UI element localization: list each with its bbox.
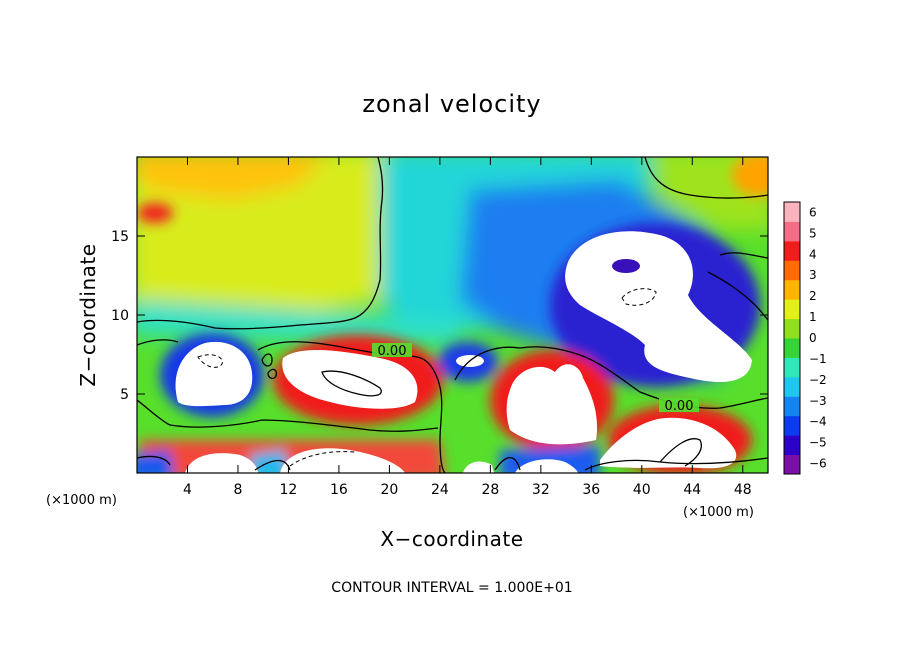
colorbar-swatch (784, 240, 800, 261)
contour-small-left (261, 353, 278, 380)
colorbar-swatch (784, 415, 800, 436)
y-tick-label: 5 (120, 387, 129, 403)
y-axis-ticks: 5 10 15 (111, 229, 768, 403)
field-white-core-bottom-3 (463, 461, 494, 473)
x-tick-label: 4 (183, 482, 192, 498)
contour-label-background-1 (372, 343, 412, 357)
field-white-core-bottom-1 (185, 453, 258, 473)
x-unit-label: (×1000 m) (683, 505, 754, 520)
x-tick-label: 36 (582, 482, 600, 498)
contour-zero-lower-left (137, 399, 439, 432)
x-tick-label: 16 (330, 482, 348, 498)
field-white-core-left (175, 341, 253, 407)
colorbar-tick-label: 5 (809, 226, 817, 240)
x-tick-label: 28 (481, 482, 499, 498)
contour-zero-upper-left (137, 157, 384, 330)
contour-label-1: 0.00 (378, 344, 407, 359)
contour-label-2: 0.00 (665, 399, 694, 414)
colorbar-tick-label: −6 (809, 457, 827, 471)
colorbar-swatch (784, 454, 800, 475)
field-white-core-bottom-4 (515, 459, 578, 473)
colorbar-swatch (784, 338, 800, 358)
field-white-core-bottomright (600, 417, 737, 469)
contour-dashed-left (197, 354, 223, 368)
field-white-core-center (282, 350, 418, 409)
colorbar-tick-label: 3 (809, 268, 817, 282)
colorbar-tick-label: −5 (809, 436, 827, 450)
colorbar-swatch (784, 279, 800, 300)
contour-zero-right-mid (707, 252, 768, 321)
field-red-patch-topleft (137, 203, 173, 223)
contour-interval-label: CONTOUR INTERVAL = 1.000E+01 (331, 580, 572, 596)
colorbar-swatch (784, 318, 800, 339)
colorbar-swatch (784, 435, 800, 456)
field-upper-left-yellow (137, 157, 380, 315)
colorbar: 6 5 4 3 2 1 0 −1 −2 −3 −4 −5 −6 (783, 201, 827, 475)
x-tick-label: 44 (683, 482, 701, 498)
x-tick-label: 40 (633, 482, 651, 498)
colorbar-tick-label: −4 (809, 415, 827, 429)
contour-zero-lower-middle (454, 346, 768, 409)
colorbar-swatch (784, 202, 800, 222)
colorbar-tick-label: −1 (809, 352, 827, 366)
x-tick-label: 32 (532, 482, 550, 498)
colorbar-tick-label: 6 (809, 205, 817, 219)
x-tick-label: 24 (431, 482, 449, 498)
y-axis-label: Z−coordinate (76, 243, 100, 386)
contour-positive-center (321, 370, 382, 397)
colorbar-tick-label: 0 (809, 331, 817, 345)
contour-zero-layer (137, 339, 446, 473)
colorbar-swatch (784, 357, 800, 378)
colorbar-swatch (784, 396, 800, 417)
field-bottom-blue-band (137, 450, 174, 473)
contour-zero-right-upper (644, 157, 768, 199)
colorbar-tick-label: 1 (809, 310, 817, 324)
colorbar-tick-label: −3 (809, 394, 827, 408)
field-deep-blue-spot (612, 259, 640, 273)
field-white-core-right (506, 364, 598, 445)
field-white-core-negative (565, 231, 752, 383)
contour-dashed-bottom (289, 451, 356, 467)
x-tick-label: 12 (280, 482, 298, 498)
field-white-core-bottom-2 (280, 448, 405, 473)
colorbar-tick-label: 4 (809, 247, 817, 261)
y-unit-label: (×1000 m) (46, 493, 117, 508)
x-tick-label: 20 (380, 482, 398, 498)
x-tick-label: 8 (233, 482, 242, 498)
contour-label-background-2 (659, 398, 699, 412)
y-tick-label: 15 (111, 229, 129, 245)
chart-title: zonal velocity (362, 90, 541, 118)
colorbar-swatch (784, 299, 800, 320)
colorbar-frame (783, 201, 801, 475)
x-axis-ticks: 4 8 12 16 20 24 28 32 36 40 44 48 (183, 157, 752, 498)
field-upper-left-orange (137, 157, 324, 200)
x-axis-label: X−coordinate (380, 527, 523, 551)
colorbar-swatch (784, 221, 800, 242)
field-orange-patch-topright (732, 157, 768, 197)
velocity-field: 0.00 0.00 (137, 157, 768, 473)
colorbar-swatch (784, 260, 800, 281)
contour-dashed-negative (621, 288, 657, 306)
x-tick-label: 48 (734, 482, 752, 498)
colorbar-tick-label: −2 (809, 373, 827, 387)
contour-positive-bottomright (659, 438, 702, 467)
contour-zero-bottom (137, 455, 768, 471)
y-tick-label: 10 (111, 308, 129, 324)
colorbar-swatch (784, 376, 800, 397)
colorbar-tick-label: 2 (809, 289, 817, 303)
